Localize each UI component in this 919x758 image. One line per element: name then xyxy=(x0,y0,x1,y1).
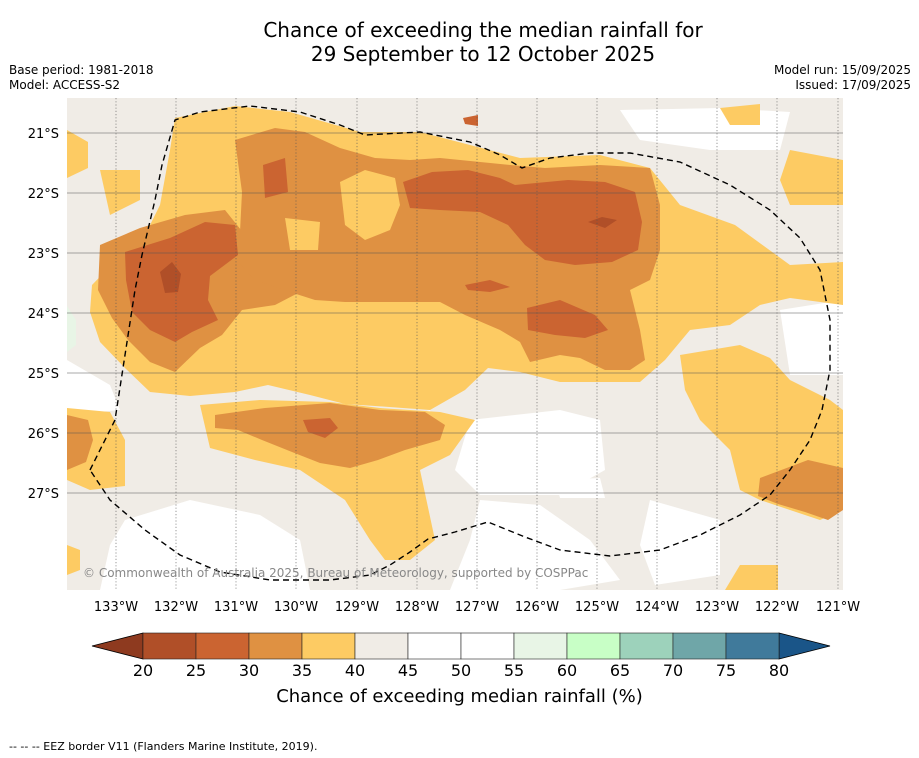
lon-label: 132°W xyxy=(154,600,198,615)
colorbar-swatch xyxy=(248,632,303,660)
longitude-labels: 133°W 132°W 131°W 130°W 129°W 128°W 127°… xyxy=(94,600,860,615)
copyright-text: © Commonwealth of Australia 2025, Bureau… xyxy=(83,566,588,580)
latitude-gridlines xyxy=(67,132,843,494)
lat-label: 25°S xyxy=(28,367,59,382)
colorbar-tick-label: 80 xyxy=(769,661,789,680)
colorbar-tick-label: 45 xyxy=(398,661,418,680)
meta-right: Model run: 15/09/2025 Issued: 17/09/2025 xyxy=(774,63,911,93)
colorbar-swatch xyxy=(566,632,621,660)
colorbar-tick-label: 65 xyxy=(610,661,630,680)
lat-label: 26°S xyxy=(28,427,59,442)
lat-label: 23°S xyxy=(28,247,59,262)
colorbar-swatch xyxy=(725,632,780,660)
colorbar-swatch xyxy=(142,632,197,660)
title-line-1: Chance of exceeding the median rainfall … xyxy=(263,18,703,42)
lon-label: 125°W xyxy=(575,600,619,615)
lat-label: 22°S xyxy=(28,187,59,202)
title-line-2: 29 September to 12 October 2025 xyxy=(310,42,656,66)
colorbar-swatch xyxy=(460,632,515,660)
model-text: Model: ACCESS-S2 xyxy=(9,78,121,92)
colorbar-tick-label: 50 xyxy=(451,661,471,680)
colorbar-over-arrow xyxy=(778,632,831,660)
colorbar-under-arrow xyxy=(91,632,144,660)
lat-label: 21°S xyxy=(28,127,59,142)
model-run-text: Model run: 15/09/2025 xyxy=(773,63,911,77)
lon-label: 121°W xyxy=(816,600,860,615)
lon-label: 129°W xyxy=(335,600,379,615)
colorbar-tick-label: 30 xyxy=(239,661,259,680)
lon-label: 126°W xyxy=(515,600,559,615)
colorbar-swatch xyxy=(672,632,727,660)
issued-text: Issued: 17/09/2025 xyxy=(795,78,911,92)
lat-label: 27°S xyxy=(28,487,59,502)
colorbar-tick-label: 40 xyxy=(345,661,365,680)
region-20-25 xyxy=(160,217,617,293)
lon-label: 124°W xyxy=(635,600,679,615)
chart-title: Chance of exceeding the median rainfall … xyxy=(0,18,919,66)
lon-label: 123°W xyxy=(695,600,739,615)
lon-label: 133°W xyxy=(94,600,138,615)
colorbar-tick-label: 60 xyxy=(557,661,577,680)
colorbar-tick-label: 20 xyxy=(133,661,153,680)
region-35-40-inner xyxy=(285,170,400,250)
longitude-gridlines xyxy=(115,98,839,590)
colorbar-tick-label: 25 xyxy=(186,661,206,680)
colorbar-tick-label: 70 xyxy=(663,661,683,680)
region-55-60 xyxy=(67,306,76,352)
rainfall-probability-map: © Commonwealth of Australia 2025, Bureau… xyxy=(67,98,843,590)
lon-label: 131°W xyxy=(214,600,258,615)
colorbar-tick-label: 35 xyxy=(292,661,312,680)
lon-label: 128°W xyxy=(395,600,439,615)
colorbar-tick-label: 55 xyxy=(504,661,524,680)
meta-left: Base period: 1981-2018 Model: ACCESS-S2 xyxy=(9,63,154,93)
lon-label: 122°W xyxy=(755,600,799,615)
colorbar: 20 25 30 35 40 45 50 55 60 65 70 75 80 xyxy=(91,632,831,680)
colorbar-swatch xyxy=(354,632,409,660)
lon-label: 127°W xyxy=(455,600,499,615)
eez-border xyxy=(89,105,831,581)
colorbar-swatch xyxy=(195,632,250,660)
colorbar-swatch xyxy=(619,632,674,660)
colorbar-tick-label: 75 xyxy=(716,661,736,680)
lon-label: 130°W xyxy=(274,600,318,615)
colorbar-swatch xyxy=(407,632,462,660)
eez-legend-text: -- -- -- EEZ border V11 (Flanders Marine… xyxy=(9,740,318,753)
colorbar-label: Chance of exceeding median rainfall (%) xyxy=(276,686,643,707)
base-period-text: Base period: 1981-2018 xyxy=(9,63,154,77)
lat-label: 24°S xyxy=(28,307,59,322)
colorbar-swatch xyxy=(301,632,356,660)
latitude-labels: 21°S 22°S 23°S 24°S 25°S 26°S 27°S xyxy=(28,127,59,502)
colorbar-swatch xyxy=(513,632,568,660)
region-25-30 xyxy=(125,115,642,438)
